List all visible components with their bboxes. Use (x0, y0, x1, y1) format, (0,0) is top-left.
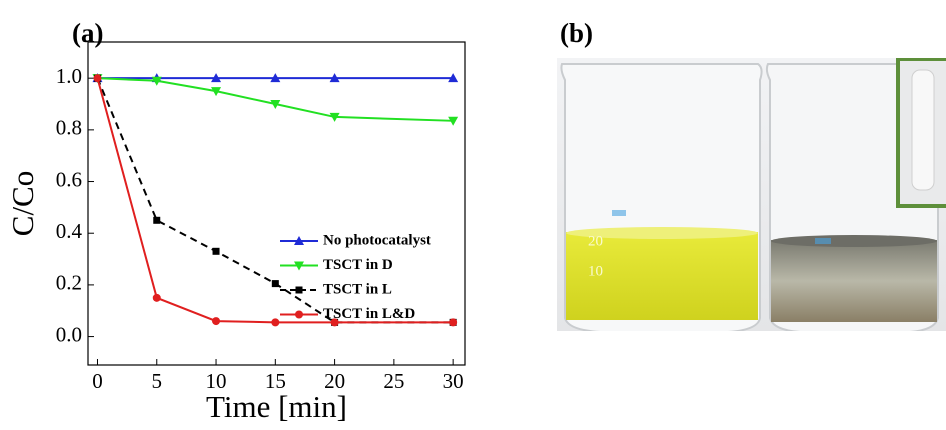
legend-marker (294, 261, 304, 271)
plot-frame (87, 41, 466, 366)
marker (448, 73, 459, 83)
legend-label: TSCT in L (323, 281, 392, 297)
marker (271, 280, 279, 288)
legend-label: TSCT in D (323, 257, 393, 273)
marker (270, 100, 281, 110)
marker (211, 87, 222, 97)
marker (449, 318, 458, 327)
marker (211, 73, 222, 83)
marker (212, 247, 220, 255)
photo: 20 10 (557, 58, 946, 331)
marker (152, 293, 161, 302)
x-tick-label: 10 (206, 369, 227, 393)
marker (93, 74, 102, 83)
x-tick-label: 20 (324, 369, 345, 393)
marker (330, 318, 339, 327)
legend-marker (295, 286, 303, 294)
x-tick-label: 15 (265, 369, 286, 393)
y-tick-label: 0.6 (56, 167, 82, 191)
marker (270, 73, 281, 83)
legend-label: TSCT in L&D (323, 306, 415, 322)
marker (271, 318, 280, 327)
marker (153, 216, 161, 224)
beaker-mark: 10 (588, 263, 603, 279)
panel-label: (b) (560, 18, 593, 48)
marker (448, 116, 459, 126)
x-tick-label: 30 (443, 369, 464, 393)
marker (151, 76, 162, 86)
series-line (97, 77, 454, 122)
y-tick-label: 0.4 (56, 219, 83, 243)
marker (329, 112, 340, 122)
y-tick-label: 1.0 (56, 64, 82, 88)
x-tick-label: 25 (383, 369, 404, 393)
marker (329, 73, 340, 83)
x-tick-label: 5 (152, 369, 163, 393)
marker (212, 317, 221, 326)
legend-marker (295, 310, 303, 319)
y-tick-label: 0.8 (56, 116, 82, 140)
y-tick-label: 0.2 (56, 271, 82, 295)
y-tick-label: 0.0 (56, 322, 82, 346)
x-axis-label: Time [min] (206, 389, 347, 424)
legend-label: No photocatalyst (323, 232, 431, 248)
y-axis-label: C/Co (5, 171, 40, 236)
legend-marker (294, 236, 304, 245)
series-line (96, 77, 454, 324)
x-tick-label: 0 (92, 369, 103, 393)
beaker-mark: 20 (588, 233, 603, 249)
